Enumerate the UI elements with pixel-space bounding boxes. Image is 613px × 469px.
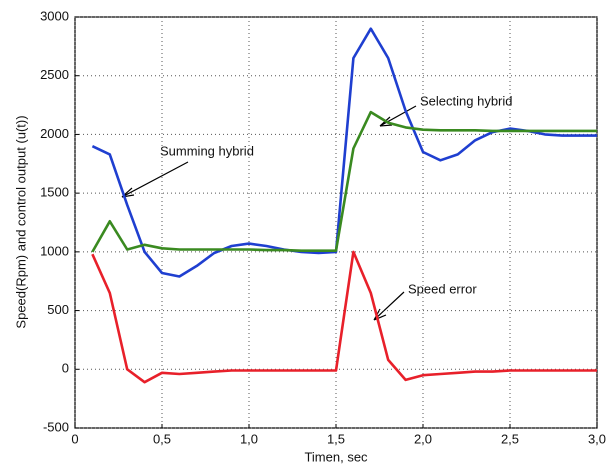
y-tick-label: 1000	[40, 243, 69, 258]
annotation: Speed error	[408, 281, 477, 296]
line-series	[91, 250, 597, 384]
y-tick-label: 0	[62, 361, 69, 376]
y-tick-label: -500	[43, 419, 69, 434]
x-tick-label: 2,0	[414, 431, 432, 446]
y-tick-label: 500	[47, 302, 69, 317]
line-series	[91, 27, 597, 278]
annotation: Summing hybrid	[160, 143, 254, 158]
y-tick-label: 1500	[40, 185, 69, 200]
annotation-arrow	[373, 291, 405, 321]
x-tick-label: 1,0	[240, 431, 258, 446]
y-tick-label: 3000	[40, 8, 69, 23]
annotation-arrow	[121, 161, 189, 198]
x-tick-label: 0,5	[153, 431, 171, 446]
y-tick-label: 2500	[40, 67, 69, 82]
x-tick-label: 2,5	[501, 431, 519, 446]
y-axis-label: Speed(Rpm) and control output (u(t))	[13, 115, 28, 328]
x-tick-label: 3,0	[588, 431, 606, 446]
x-tick-label: 0	[71, 431, 78, 446]
y-tick-label: 2000	[40, 126, 69, 141]
x-axis-label: Timen, sec	[304, 449, 368, 464]
annotation: Selecting hybrid	[420, 93, 513, 108]
line-series	[91, 110, 597, 253]
x-tick-label: 1,5	[327, 431, 345, 446]
